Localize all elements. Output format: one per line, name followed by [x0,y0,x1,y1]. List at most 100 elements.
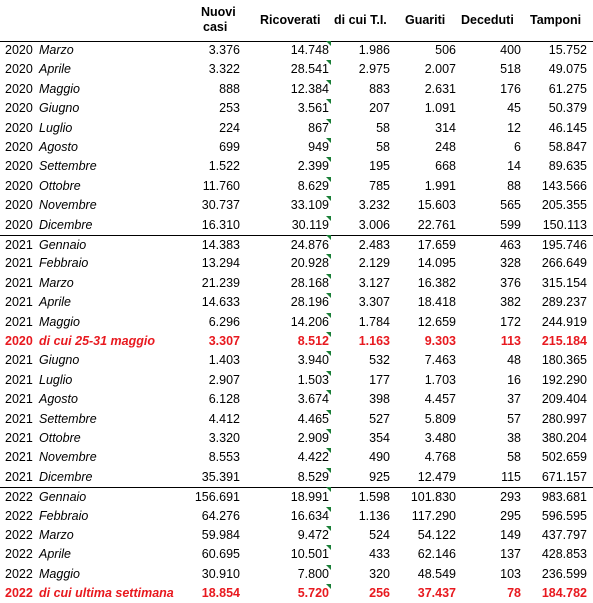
cell-di-cui-ti: 1.598 [358,490,390,505]
cell-ricoverati: 1.503 [297,372,329,387]
cell-ricoverati: 24.876 [290,238,329,252]
cell-ricoverati: 3.674 [297,392,329,407]
cell-deceduti: 328 [500,256,521,271]
cell-guariti: 22.761 [417,217,456,232]
cell-di-cui-ti: 532 [369,353,390,368]
cell-guariti: 12.659 [417,314,456,329]
cell-nuovi-casi: 8.553 [208,450,240,465]
comment-indicator-icon [326,235,331,240]
comment-indicator-icon [326,545,331,551]
comment-indicator-icon [326,506,331,512]
table-header: Nuovi casi Ricoverati di cui T.I. Guarit… [0,0,593,42]
header-ricoverati: Ricoverati [260,13,321,27]
cell-tamponi: 192.290 [541,372,587,387]
cell-ricoverati: 8.512 [297,334,329,348]
comment-indicator-icon [326,60,331,66]
cell-nuovi-casi: 11.760 [202,178,240,193]
cell-year: 2020 [5,198,33,213]
cell-di-cui-ti: 3.232 [358,198,390,213]
cell-ricoverati: 28.541 [290,62,329,77]
cell-tamponi: 380.204 [541,431,587,445]
cell-month: Settembre [39,411,97,426]
cell-tamponi: 195.746 [541,238,587,252]
cell-di-cui-ti: 58 [376,120,390,135]
cell-tamponi: 205.355 [541,198,587,213]
cell-year: 2021 [5,238,33,252]
table-row: 2020 Dicembre 16.310 30.119 3.006 22.761 599 15… [0,216,593,235]
cell-di-cui-ti: 256 [369,586,390,601]
header-deceduti: Deceduti [461,13,514,27]
comment-indicator-icon [326,370,331,376]
comment-indicator-icon [326,448,331,454]
cell-nuovi-casi: 35.391 [201,469,240,484]
cell-tamponi: 46.145 [548,120,587,135]
table-row: 2020 Ottobre 11.760 8.629 785 1.991 88 143.566 [0,177,593,196]
cell-ricoverati: 4.465 [297,411,329,426]
cell-year: 2022 [5,508,33,523]
cell-nuovi-casi: 3.376 [208,43,240,57]
table-row: 2022 Febbraio 64.276 16.634 1.136 117.290 295 5… [0,507,593,526]
table-row: 2020 Marzo 3.376 14.748 1.986 506 400 15.752 [0,41,593,60]
cell-ricoverati: 949 [308,140,329,154]
cell-di-cui-ti: 320 [369,566,390,581]
cell-ricoverati: 9.472 [297,528,329,542]
cell-deceduti: 295 [500,508,521,523]
cell-guariti: 15.603 [417,198,456,213]
cell-deceduti: 115 [501,469,521,484]
cell-deceduti: 176 [500,81,521,96]
cell-tamponi: 671.157 [541,469,587,484]
cell-month: Gennaio [39,490,87,505]
cell-guariti: 18.418 [417,295,456,310]
cell-nuovi-casi: 699 [219,140,240,154]
cell-tamponi: 143.566 [541,178,587,193]
cell-ricoverati: 8.529 [297,469,329,484]
cell-guariti: 3.480 [424,431,456,445]
cell-ricoverati: 14.206 [290,314,329,329]
cell-deceduti: 58 [507,450,521,465]
cell-nuovi-casi: 14.383 [201,238,240,252]
cell-nuovi-casi: 14.633 [201,295,240,310]
cell-deceduti: 137 [500,547,521,562]
table-row: 2021 Agosto 6.128 3.674 398 4.457 37 209.404 [0,390,593,409]
cell-di-cui-ti: 3.006 [358,217,390,232]
cell-year: 2021 [5,275,33,290]
cell-tamponi: 50.379 [548,101,587,116]
table-row: 2020 Giugno 253 3.561 207 1.091 45 50.379 [0,99,593,118]
table-row: 2021 Aprile 14.633 28.196 3.307 18.418 382 289.… [0,293,593,312]
cell-year: 2021 [5,431,33,445]
cell-year: 2022 [5,547,33,562]
cell-guariti: 14.095 [417,256,456,271]
cell-di-cui-ti: 195 [369,159,390,174]
cell-year: 2021 [5,295,33,310]
table-row: 2021 Giugno 1.403 3.940 532 7.463 48 180.365 [0,351,593,370]
cell-guariti: 5.809 [424,411,456,426]
cell-year: 2021 [5,372,33,387]
header-nuovi-casi: Nuovi casi [201,5,236,35]
comment-indicator-icon [326,332,331,337]
cell-deceduti: 78 [507,586,521,601]
cell-nuovi-casi: 13.294 [201,256,240,271]
cell-tamponi: 236.599 [541,566,587,581]
cell-deceduti: 293 [500,490,521,505]
cell-ricoverati: 2.399 [297,159,329,174]
comment-indicator-icon [326,526,331,531]
cell-deceduti: 48 [507,353,521,368]
cell-ricoverati: 5.720 [297,586,329,601]
table-row: 2021 Maggio 6.296 14.206 1.784 12.659 172 244.9… [0,313,593,332]
cell-guariti: 9.303 [424,334,456,348]
table-row: 2020 Agosto 699 949 58 248 6 58.847 [0,138,593,157]
cell-deceduti: 400 [500,43,521,57]
comment-indicator-icon [326,157,331,163]
cell-di-cui-ti: 1.163 [358,334,390,348]
cell-tamponi: 244.919 [541,314,587,329]
cell-month: Marzo [39,528,74,542]
cell-ricoverati: 4.422 [297,450,329,465]
cell-deceduti: 88 [507,178,521,193]
cell-month: Giugno [39,353,80,368]
table-row: 2021 Luglio 2.907 1.503 177 1.703 16 192.290 [0,371,593,390]
cell-guariti: 48.549 [417,566,456,581]
cell-year: 2020 [5,140,33,154]
header-tamponi: Tamponi [530,13,582,27]
cell-tamponi: 49.075 [548,62,587,77]
cell-di-cui-ti: 925 [369,469,390,484]
